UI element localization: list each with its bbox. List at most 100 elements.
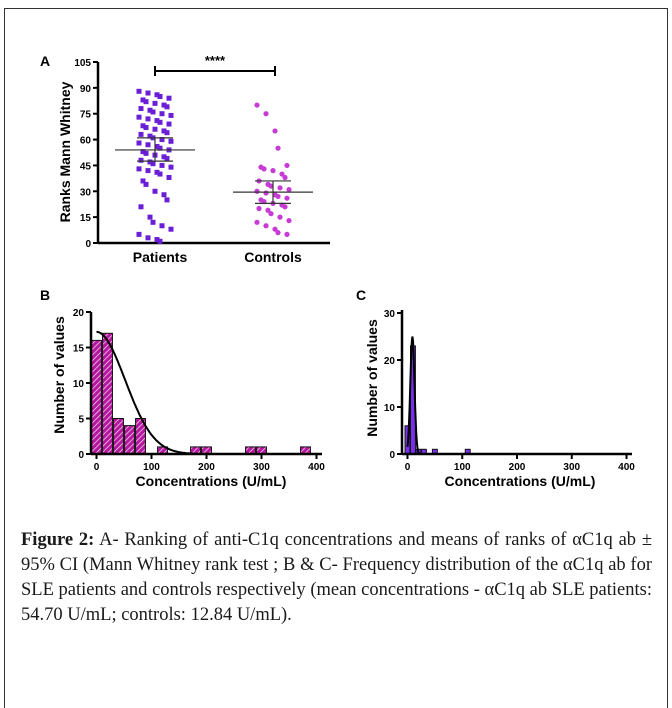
panel-a-ytick-label: 15 [80,213,92,224]
control-point [268,183,274,189]
control-point [254,219,260,225]
patient-point [145,235,151,241]
control-point [284,231,290,237]
panel-b-bars [91,332,311,455]
panel-b-ylabel: Number of values [51,316,67,434]
ytick-label: 0 [78,450,84,461]
patient-point [168,226,174,232]
patient-point [161,128,167,134]
ytick-label: 30 [384,309,396,320]
panel-c: C Number of values 0 10 20 30 0 100 200 300 400… [356,287,635,489]
patient-point [136,114,142,120]
patient-point [166,121,172,127]
caption-label: Figure 2: [21,530,95,550]
control-point [275,193,281,200]
patient-point [168,164,174,170]
patient-point [152,188,158,194]
histogram-bar [91,339,102,455]
patient-point [136,88,142,94]
control-point [261,166,267,172]
control-point [284,195,290,201]
control-point [275,230,281,236]
control-point [254,102,260,108]
panel-a-ytick-label: 0 [85,239,91,250]
patient-point [159,137,165,143]
control-point [272,128,278,134]
patient-point [154,169,160,175]
control-point [286,217,292,224]
patient-point [168,138,174,144]
panel-a: A Ranks Mann Whitney 0 15 30 45 60 75 90 105 Pa… [40,53,330,265]
control-point [284,162,290,169]
panel-b: B Number of values 0 5 10 15 20 0 100 200 300 40… [40,287,325,489]
panel-b-fit-curve [96,330,195,455]
patient-point [157,145,163,151]
patient-point [136,231,142,237]
patient-point [164,156,170,162]
patient-point [161,192,167,198]
xtick-label: 0 [405,462,411,473]
control-point [263,190,269,196]
patient-point [147,133,153,139]
patient-point [138,131,144,137]
panel-c-ylabel: Number of values [364,319,380,437]
control-point [277,185,283,191]
patient-point [154,92,160,98]
control-point [254,188,260,194]
patient-point [138,106,144,112]
patient-point [145,90,151,96]
xtick-label: 200 [198,462,215,473]
figure-frame [4,8,668,708]
patient-point [143,125,149,131]
control-point [272,226,278,232]
patient-point [150,109,156,115]
patient-point [145,168,151,174]
patient-point [147,107,153,113]
group-label-controls: Controls [244,249,302,265]
panel-a-yticks: 0 15 30 45 60 75 90 105 [74,58,98,250]
control-point [265,207,271,213]
patient-point [140,97,146,103]
control-point [282,204,288,210]
patient-point [138,204,144,210]
control-point [282,174,288,181]
control-point [268,211,274,217]
xtick-label: 400 [618,462,635,473]
caption-text: A- Ranking of anti-C1q concentrations an… [21,530,653,625]
patient-point [140,123,146,129]
panel-c-xlabel: Concentrations (U/mL) [445,473,596,489]
panel-b-xlabel: Concentrations (U/mL) [136,473,287,489]
patient-point [154,143,160,149]
ytick-label: 5 [78,415,84,426]
ytick-label: 0 [389,450,395,461]
xtick-label: 300 [253,462,270,473]
patient-point [164,197,170,203]
control-point [263,111,269,117]
patient-point [159,111,165,117]
ytick-label: 20 [73,308,85,319]
patient-point [157,119,163,125]
patient-point [166,95,172,101]
patient-point [164,104,170,110]
panel-a-ytick-label: 45 [80,161,92,172]
patient-point [152,100,158,106]
ytick-label: 15 [73,344,85,355]
patient-point [164,130,170,136]
patient-point [140,149,146,155]
ytick-label: 10 [73,379,85,390]
panel-a-ytick-label: 90 [80,84,92,95]
control-point [263,223,269,229]
panel-a-points [136,88,292,244]
panel-c-yticks: 0 10 20 30 [384,309,402,461]
ytick-label: 10 [384,403,396,414]
patient-point [157,93,163,99]
panel-c-fit-curve [406,336,421,455]
patient-point [138,157,144,163]
xtick-label: 0 [94,462,100,473]
panel-a-ytick-label: 30 [80,187,92,198]
patient-point [136,140,142,146]
patient-point [147,159,153,165]
histogram-bar [113,418,124,455]
control-point [275,145,281,151]
